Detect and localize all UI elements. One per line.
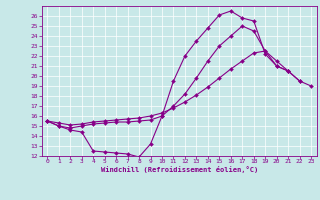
X-axis label: Windchill (Refroidissement éolien,°C): Windchill (Refroidissement éolien,°C) <box>100 166 258 173</box>
